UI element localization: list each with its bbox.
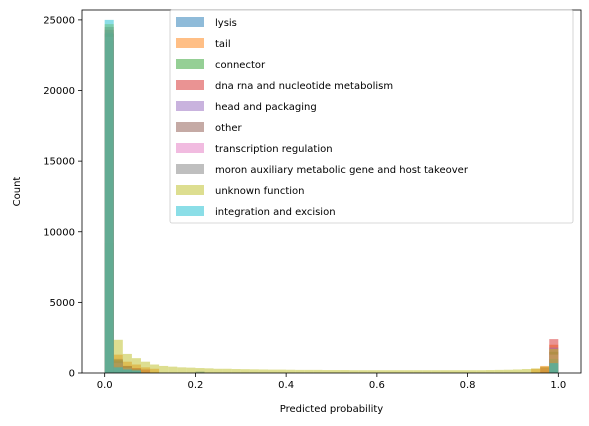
series-integration-and-excision (104, 19, 559, 374)
y-tick-label: 15000 (43, 157, 75, 168)
bars-layer (104, 19, 559, 374)
histogram-bar (159, 365, 169, 373)
histogram-bar (231, 369, 241, 373)
histogram-bar (249, 369, 259, 373)
y-tick-label: 5000 (50, 298, 75, 309)
histogram-bar (404, 370, 414, 373)
legend-swatch (176, 164, 204, 174)
y-tick-label: 0 (69, 369, 75, 380)
x-tick-label: 1.0 (550, 380, 566, 391)
histogram-bar (140, 361, 151, 373)
histogram-bar (467, 370, 477, 373)
legend-label: unknown function (215, 186, 304, 197)
y-tick-label: 10000 (43, 227, 75, 238)
histogram-bar (222, 368, 232, 373)
histogram-bar (522, 369, 532, 373)
y-tick-label: 25000 (43, 15, 75, 26)
histogram-bar (304, 369, 314, 373)
histogram-bar (485, 370, 495, 373)
legend-label: moron auxiliary metabolic gene and host … (215, 165, 469, 176)
histogram-bar (340, 370, 350, 373)
histogram-bar (385, 370, 396, 373)
legend-swatch (176, 38, 204, 48)
histogram-bar (549, 363, 559, 373)
histogram-bar (458, 370, 468, 373)
legend-swatch (176, 17, 204, 27)
legend-swatch (176, 143, 204, 153)
legend-label: other (215, 123, 243, 134)
legend-label: integration and excision (215, 207, 336, 218)
histogram-bar (476, 370, 486, 373)
histogram-bar (331, 370, 341, 373)
histogram-bar (531, 368, 541, 373)
x-axis-ticks: 0.0 0.2 0.4 0.6 0.8 1.0 (97, 373, 566, 391)
legend-label: lysis (215, 18, 237, 29)
histogram-bar (258, 369, 268, 373)
legend-swatch (176, 80, 204, 90)
x-axis-label: Predicted probability (280, 404, 384, 415)
legend-swatch (176, 59, 204, 69)
legend-label: dna rna and nucleotide metabolism (215, 81, 393, 92)
histogram-bar (168, 366, 178, 373)
histogram-bar (440, 370, 450, 373)
histogram-bar (322, 370, 332, 373)
histogram-bar (113, 367, 123, 373)
histogram-bar (376, 370, 386, 373)
x-tick-label: 0.0 (97, 380, 113, 391)
y-axis-label: Count (12, 177, 23, 207)
histogram-bar (131, 358, 141, 373)
histogram-bar (122, 369, 132, 373)
x-tick-label: 0.4 (278, 380, 294, 391)
histogram-bar (549, 348, 559, 373)
legend: lysis tail connector dna rna and nucleotide… (169, 9, 574, 224)
y-axis-ticks: 0 5000 10000 15000 20000 25000 (43, 15, 82, 380)
histogram-bar (358, 370, 368, 373)
histogram-bar (431, 370, 441, 373)
histogram-bar (313, 369, 323, 373)
x-tick-label: 0.8 (460, 380, 476, 391)
legend-label: head and packaging (215, 102, 317, 113)
histogram-bar (277, 369, 287, 373)
x-tick-label: 0.6 (369, 380, 385, 391)
histogram-bar (413, 370, 423, 373)
legend-swatch (176, 185, 204, 195)
histogram-bar (349, 370, 359, 373)
histogram-bar (131, 370, 141, 373)
legend-label: connector (215, 60, 266, 71)
legend-frame (169, 9, 574, 224)
histogram-bar (113, 339, 123, 373)
histogram-bar (494, 369, 504, 373)
legend-swatch (176, 101, 204, 111)
histogram-bar (503, 369, 513, 373)
legend-swatch (176, 206, 204, 216)
histogram-bar (104, 19, 114, 374)
histogram-bar (512, 369, 523, 373)
histogram-bar (295, 369, 305, 373)
histogram-bar (449, 370, 459, 373)
histogram-bar (122, 353, 132, 373)
histogram-bar (195, 368, 205, 373)
histogram-bar (204, 368, 214, 373)
series-connector (104, 243, 559, 373)
histogram-bar (422, 370, 432, 373)
histogram-bar (213, 368, 223, 373)
legend-label: transcription regulation (215, 144, 333, 155)
legend-swatch (176, 122, 204, 132)
x-tick-label: 0.2 (187, 380, 203, 391)
histogram-bar (395, 370, 405, 373)
histogram-bar (286, 369, 296, 373)
histogram-bar (186, 367, 196, 373)
histogram-bar (540, 366, 550, 373)
histogram-bar (267, 369, 278, 373)
histogram-bar (240, 369, 250, 373)
histogram-bar (177, 367, 187, 373)
histogram-bar (150, 364, 160, 373)
histogram-bar (367, 370, 377, 373)
y-tick-label: 20000 (43, 86, 75, 97)
legend-label: tail (215, 39, 231, 50)
